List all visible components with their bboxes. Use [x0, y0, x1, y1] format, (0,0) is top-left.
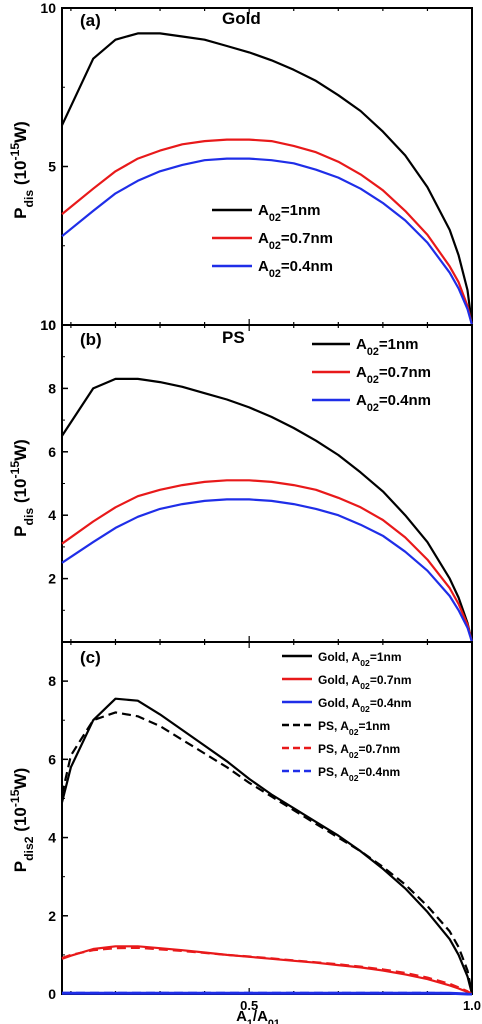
series-line-6 [62, 991, 472, 996]
panel-title: Gold [222, 9, 261, 28]
series-line-2 [61, 945, 473, 996]
panel-label: (b) [80, 330, 102, 349]
y-tick-label: 10 [40, 317, 56, 333]
legend-label: PS, A02=0.4nm [318, 765, 400, 783]
y-tick-label: 6 [48, 751, 56, 767]
y-tick-label: 8 [48, 380, 56, 396]
y-tick-label: 10 [40, 0, 56, 16]
x-axis [70, 642, 473, 994]
legend: A02=1nm A02=0.7nm A02=0.4nm [212, 202, 333, 280]
y-axis-label: Pdis (10-15W) [8, 439, 36, 537]
legend-label: A02=1nm [258, 202, 320, 224]
legend-label: Gold, A02=0.7nm [318, 673, 412, 691]
panel-label: (a) [80, 11, 101, 30]
x-axis-label: A1/A01 [236, 1008, 280, 1024]
series-group [60, 697, 474, 996]
y-axis-label: Pdis2 (10-15W) [8, 768, 36, 873]
series-line-2 [61, 479, 474, 643]
y-tick-label: 0 [48, 986, 56, 1002]
series-line-1 [61, 32, 474, 326]
x-tick-label: 0.5 [240, 998, 258, 1013]
y-tick-label: 4 [48, 507, 56, 523]
panel-label: (c) [80, 648, 101, 667]
y-axis: 10 5 10 [40, 0, 68, 333]
y-tick-label: 8 [48, 673, 56, 689]
legend-label: A02=0.4nm [356, 392, 431, 414]
series-line-1 [60, 697, 474, 995]
legend-label: Gold, A02=1nm [318, 650, 402, 668]
legend-label: A02=0.4nm [258, 258, 333, 280]
x-tick-label: 1.0 [463, 998, 481, 1013]
legend-label: PS, A02=0.7nm [318, 742, 400, 760]
series-group [61, 377, 474, 643]
panel-title: PS [222, 328, 245, 347]
legend-label: A02=0.7nm [356, 364, 431, 386]
plot-frame [61, 641, 473, 995]
y-tick-label: 2 [48, 908, 56, 924]
legend-label: A02=0.7nm [258, 230, 333, 252]
legend-label: A02=1nm [356, 336, 418, 358]
legend: A02=1nm A02=0.7nm A02=0.4nm [312, 336, 431, 414]
series-group [61, 32, 474, 326]
y-tick-label: 10 [40, 317, 56, 333]
y-axis: 10 8 6 4 2 [40, 317, 68, 611]
legend: Gold, A02=1nm Gold, A02=0.7nm Gold, A02=0.… [282, 650, 412, 783]
panel-b: 10 8 6 4 2 A02=1nm A02=0.7nm A02=0.4nm (b) PS Pdis… [8, 317, 474, 643]
series-line-3 [61, 498, 474, 643]
y-tick-label: 5 [48, 159, 56, 175]
series-line-3 [61, 157, 474, 326]
y-tick-label: 2 [48, 571, 56, 587]
y-tick-label: 4 [48, 830, 56, 846]
y-tick-label: 6 [48, 444, 56, 460]
shared-x-axis: 0.5 1.0 A1/A01 [236, 998, 481, 1024]
series-line-5 [61, 946, 473, 995]
y-axis: 8 6 4 2 0 [48, 673, 68, 1002]
series-line-1 [61, 377, 474, 643]
series-line-4 [60, 711, 474, 995]
y-axis-label: Pdis (10-15W) [8, 121, 36, 219]
legend-label: PS, A02=1nm [318, 719, 390, 737]
panel-a: 10 5 10 A02=1nm A02=0.7nm A02=0.4nm (a) Gold Pdi… [8, 0, 474, 333]
series-line-2 [61, 138, 474, 326]
legend-label: Gold, A02=0.4nm [318, 696, 412, 714]
